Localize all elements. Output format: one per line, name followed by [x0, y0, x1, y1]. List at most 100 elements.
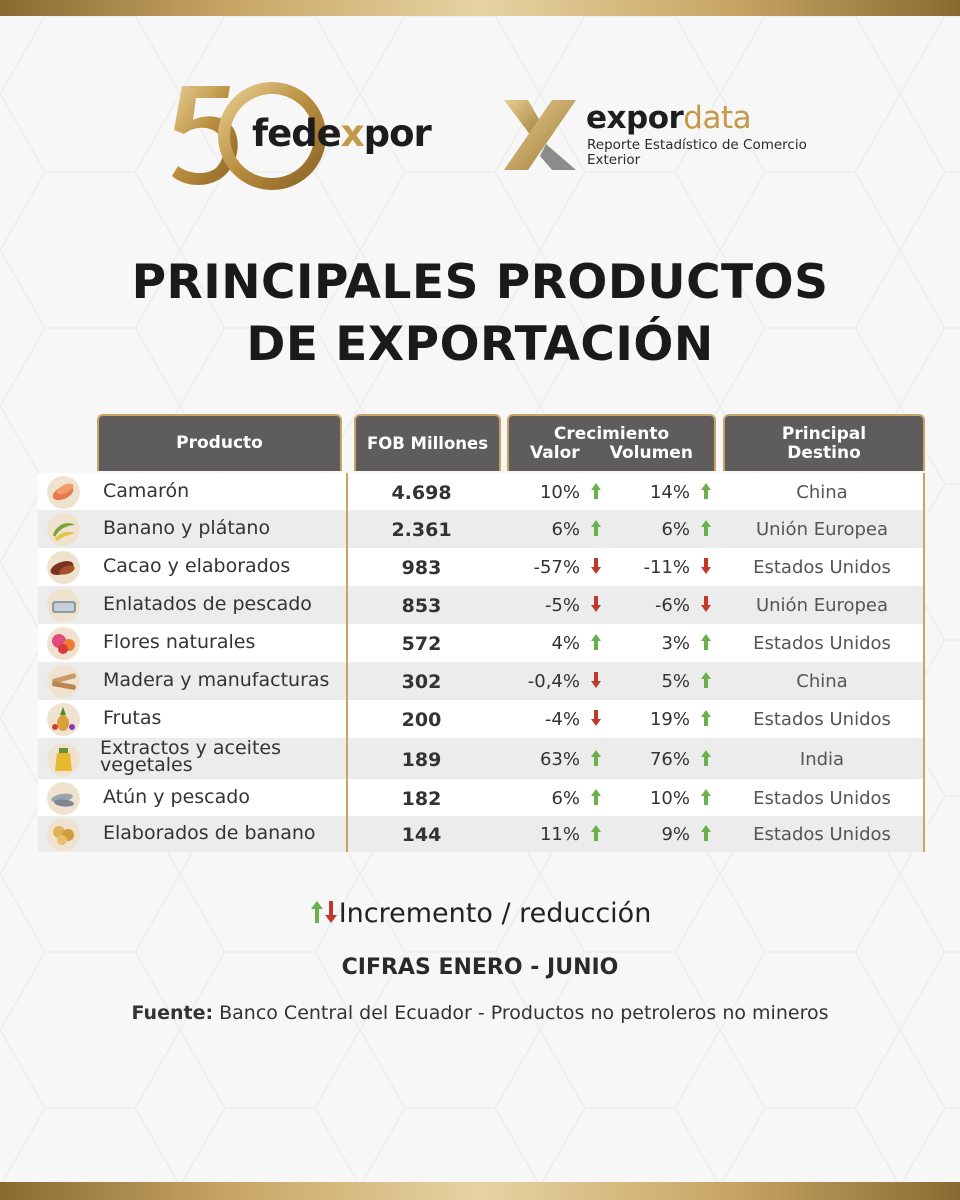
arrow-up-icon — [701, 520, 711, 536]
fob-value: 182 — [401, 788, 442, 810]
period-label: CIFRAS ENERO - JUNIO — [341, 955, 619, 980]
volumen-growth-text: -6% — [654, 595, 690, 616]
header-destino-line-2: Destino — [787, 442, 861, 463]
principal-destino: Estados Unidos — [753, 788, 891, 809]
product-name: Extractos y aceites vegetales — [100, 737, 281, 776]
arrow-up-icon — [591, 789, 601, 805]
table-row: Madera y manufacturas 302 -0,4% 5% China — [38, 662, 924, 700]
valor-growth-text: -4% — [544, 709, 580, 730]
volumen-growth: 6% — [612, 519, 712, 540]
page-title-line-2: DE EXPORTACIÓN — [246, 317, 714, 372]
volumen-growth-text: 10% — [649, 788, 690, 809]
volumen-growth: 10% — [612, 788, 712, 809]
banana-icon — [47, 513, 80, 546]
table-row: Atún y pescado 182 6% 10% Estados Unidos — [38, 779, 924, 816]
table-row: Cacao y elaborados 983 -57% -11% Estados Uni… — [38, 548, 924, 586]
valor-growth-text: 4% — [551, 633, 580, 654]
fob-value: 144 — [401, 824, 442, 846]
volumen-growth-text: 3% — [661, 633, 690, 654]
product-name: Cacao y elaborados — [103, 555, 291, 577]
source-label: Fuente: — [131, 1002, 214, 1024]
product-name: Flores naturales — [103, 631, 256, 653]
arrow-down-icon — [591, 558, 601, 574]
volumen-growth-text: 76% — [649, 749, 690, 770]
valor-growth-text: -0,4% — [527, 671, 580, 692]
volumen-growth-text: 6% — [661, 519, 690, 540]
arrow-up-icon — [591, 483, 601, 499]
volumen-growth-text: 14% — [649, 482, 690, 503]
table-row: Extractos y aceites vegetales 189 63% 76% In… — [38, 738, 924, 779]
fob-value: 189 — [401, 749, 442, 771]
expordata-x-mark-icon — [504, 100, 576, 170]
principal-destino: China — [796, 671, 848, 692]
arrow-up-icon — [701, 634, 711, 650]
fob-value: 200 — [401, 709, 442, 731]
principal-destino: India — [799, 749, 845, 770]
product-name: Madera y manufacturas — [103, 669, 330, 691]
arrow-up-icon — [591, 520, 601, 536]
legend: Incremento / reducción — [0, 898, 960, 929]
product-name: Elaborados de banano — [103, 822, 316, 844]
valor-growth-text: 63% — [539, 749, 580, 770]
legend-text: Incremento / reducción — [338, 898, 652, 929]
valor-growth: 63% — [502, 749, 602, 770]
principal-destino: Estados Unidos — [753, 557, 891, 578]
valor-growth: -4% — [502, 709, 602, 730]
header-fob-millones: FOB Millones — [354, 414, 501, 471]
arrow-up-icon — [701, 750, 711, 766]
up-down-arrows-icon — [310, 901, 337, 923]
fob-column-divider — [346, 473, 348, 852]
valor-growth-text: 11% — [539, 824, 580, 845]
fifty-years-logo-mark — [172, 82, 326, 190]
fedexpor-50-logo: fedexpor — [168, 78, 448, 193]
fob-value: 572 — [401, 633, 442, 655]
volumen-growth: 14% — [612, 482, 712, 503]
canned-fish-icon — [47, 589, 80, 622]
valor-growth: 6% — [502, 788, 602, 809]
table-row: Banano y plátano 2.361 6% 6% Unión Europea — [38, 510, 924, 548]
arrow-down-icon — [591, 672, 601, 688]
oil-bottle-icon — [47, 743, 80, 776]
table-row: Enlatados de pescado 853 -5% -6% Unión Europ… — [38, 586, 924, 624]
arrow-down-icon — [701, 596, 711, 612]
top-gold-border — [0, 0, 960, 16]
expordata-subtitle: Reporte Estadístico de Comercio Exterior — [587, 137, 807, 168]
product-name: Camarón — [103, 480, 190, 502]
fish-icon — [47, 782, 80, 815]
products-table-body: Camarón 4.698 10% 14% China Banano y plátano 2… — [38, 473, 924, 852]
page-title-line-1: PRINCIPALES PRODUCTOS — [131, 255, 829, 310]
product-name: Banano y plátano — [103, 517, 271, 539]
expordata-logo: expordata Reporte Estadístico de Comerci… — [500, 98, 807, 178]
principal-destino: Estados Unidos — [753, 709, 891, 730]
fob-value: 302 — [401, 671, 442, 693]
principal-destino: Estados Unidos — [753, 824, 891, 845]
arrow-down-icon — [701, 558, 711, 574]
arrow-up-icon — [701, 825, 711, 841]
arrow-up-icon — [701, 483, 711, 499]
table-row: Flores naturales 572 4% 3% Estados Unidos — [38, 624, 924, 662]
header-producto: Producto — [97, 414, 342, 471]
header-volumen: Volumen — [609, 442, 693, 463]
valor-growth: 10% — [502, 482, 602, 503]
volumen-growth: 19% — [612, 709, 712, 730]
volumen-growth: 3% — [612, 633, 712, 654]
table-row: Frutas 200 -4% 19% Estados Unidos — [38, 700, 924, 738]
header-destino-line-1: Principal — [781, 423, 867, 444]
valor-growth: 11% — [502, 824, 602, 845]
expordata-wordmark: expordata — [586, 100, 752, 136]
arrow-up-icon — [591, 750, 601, 766]
valor-growth: -57% — [502, 557, 602, 578]
arrow-down-icon — [591, 596, 601, 612]
banana-chips-icon — [47, 818, 80, 851]
volumen-growth-text: 9% — [661, 824, 690, 845]
table-row: Elaborados de banano 144 11% 9% Estados Unid… — [38, 816, 924, 852]
right-table-border — [923, 473, 925, 852]
arrow-up-icon — [701, 672, 711, 688]
volumen-growth-text: 19% — [649, 709, 690, 730]
fob-value: 2.361 — [391, 519, 452, 541]
valor-growth-text: -5% — [544, 595, 580, 616]
product-name: Frutas — [103, 707, 162, 729]
principal-destino: Estados Unidos — [753, 633, 891, 654]
volumen-growth: 76% — [612, 749, 712, 770]
wood-icon — [47, 665, 80, 698]
